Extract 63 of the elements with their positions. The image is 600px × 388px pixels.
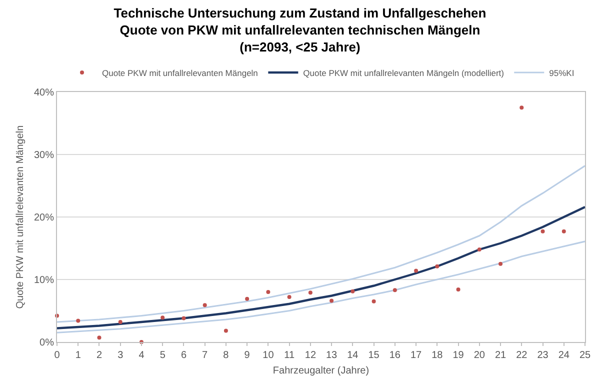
point bbox=[372, 299, 376, 304]
point bbox=[182, 316, 186, 320]
x-tick-label: 4 bbox=[138, 350, 145, 361]
y-tick-label: 0% bbox=[40, 338, 54, 348]
x-tick-label: 18 bbox=[432, 350, 444, 361]
point bbox=[350, 289, 355, 294]
y-axis-title: Quote PKW mit unfallrelevanten Mängeln bbox=[14, 125, 26, 309]
y-tick-label: 40% bbox=[34, 88, 54, 98]
point bbox=[202, 303, 207, 308]
point bbox=[266, 290, 270, 294]
y-tick-label: 10% bbox=[34, 275, 54, 286]
x-tick-label: 5 bbox=[160, 350, 166, 361]
x-tick-label: 22 bbox=[516, 350, 528, 361]
x-tick-label: 17 bbox=[410, 350, 422, 361]
point bbox=[540, 229, 545, 234]
legend-label: Quote PKW mit unfallrelevanten Mängeln bbox=[102, 68, 258, 78]
x-tick-label: 16 bbox=[389, 350, 401, 361]
x-tick-label: 19 bbox=[452, 350, 464, 361]
point bbox=[435, 264, 440, 268]
chart-title: Technische Untersuchung zum Zustand im Unfallgeschehen Quote von PKW mit unfallrelevanten technischen Mängeln (n=2093, <25 Jahre) bbox=[114, 5, 486, 54]
line-series bbox=[57, 164, 585, 323]
x-tick-label: 8 bbox=[223, 350, 230, 361]
line-series bbox=[57, 240, 585, 334]
x-tick-label: 9 bbox=[244, 350, 250, 361]
x-tick-label: 21 bbox=[494, 350, 507, 361]
x-tick-label: 10 bbox=[262, 350, 274, 361]
x-tick-label: 6 bbox=[180, 350, 187, 361]
x-tick-label: 2 bbox=[96, 350, 102, 361]
x-tick-label: 14 bbox=[347, 350, 359, 361]
x-tick-label: 1 bbox=[75, 350, 82, 361]
point bbox=[97, 336, 102, 340]
x-tick-label: 7 bbox=[202, 350, 208, 361]
point bbox=[160, 316, 165, 320]
legend-label: 95%KI bbox=[549, 68, 574, 78]
point bbox=[76, 318, 80, 323]
x-tick-label: 15 bbox=[368, 350, 380, 361]
legend-label: Quote PKW mit unfallrelevanten Mängeln (modelliert) bbox=[303, 68, 504, 78]
point bbox=[308, 290, 312, 295]
y-tick-label: 30% bbox=[34, 150, 54, 161]
x-tick-label: 11 bbox=[284, 350, 295, 361]
point bbox=[477, 248, 482, 252]
point bbox=[392, 288, 397, 292]
point bbox=[245, 296, 250, 301]
line-series bbox=[57, 206, 585, 330]
x-tick-label: 23 bbox=[537, 350, 549, 361]
point bbox=[498, 262, 503, 266]
x-tick-label: 0 bbox=[54, 350, 60, 361]
point bbox=[118, 320, 122, 324]
x-tick-label: 24 bbox=[558, 350, 570, 361]
y-tick-label: 20% bbox=[34, 212, 54, 224]
x-axis-title: Fahrzeugalter (Jahre) bbox=[272, 366, 370, 376]
x-tick-label: 3 bbox=[118, 350, 124, 361]
point bbox=[414, 268, 418, 273]
point bbox=[330, 298, 334, 303]
x-tick-label: 13 bbox=[326, 350, 338, 361]
x-tick-label: 25 bbox=[579, 350, 591, 361]
point bbox=[562, 229, 566, 234]
x-tick-label: 20 bbox=[474, 350, 486, 361]
point bbox=[224, 328, 228, 333]
point bbox=[287, 295, 292, 299]
point bbox=[456, 288, 460, 292]
x-tick-label: 12 bbox=[304, 350, 316, 361]
point bbox=[520, 106, 524, 110]
